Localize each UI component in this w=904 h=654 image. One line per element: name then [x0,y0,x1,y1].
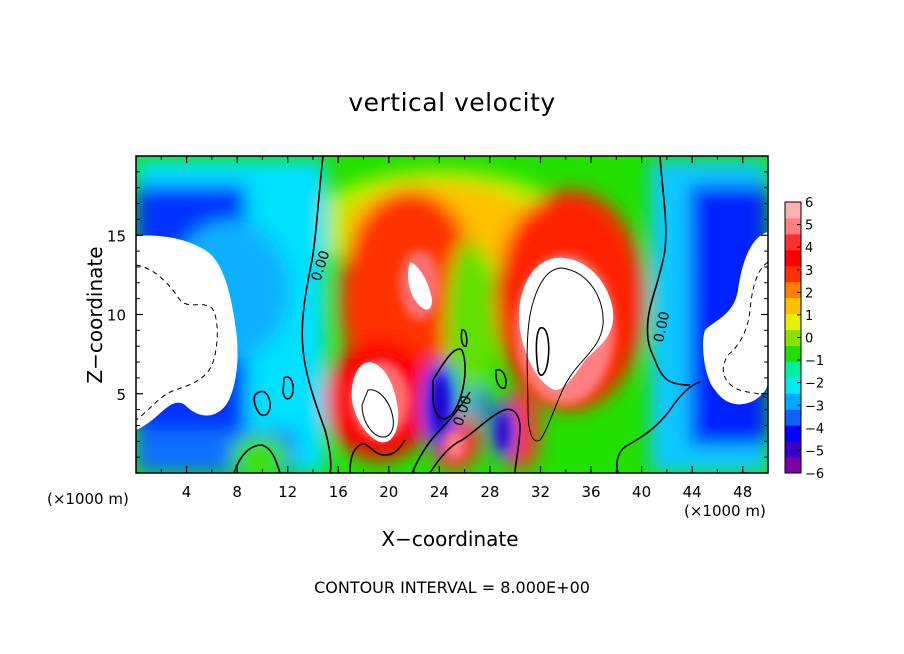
colorbar-label: 2 [805,286,813,301]
colorbar-segment [785,265,801,283]
colorbar-segment [785,329,801,346]
x-axis-label: X−coordinate [381,527,519,551]
y-axis-label: Z−coordinate [83,246,107,384]
y-tick-label: 5 [116,386,126,404]
x-tick-label: 32 [531,483,550,501]
colorbar-segment [785,393,801,410]
x-tick-label: 20 [379,483,398,501]
colorbar-segment [785,297,801,315]
colorbar-label: −2 [805,377,824,392]
colorbar-segment [785,345,801,362]
colorbar-segment [785,249,801,267]
colorbar-segment [785,441,801,458]
contour-lines [233,156,701,473]
white-region-right [703,232,768,405]
x-tick-label: 12 [278,483,297,501]
contour-label-3: 0.00 [651,310,673,344]
colorbar-label: 1 [805,309,813,324]
x-tick-label: 16 [329,483,348,501]
colorbar-label: −6 [805,467,824,482]
colorbar-segment [785,233,801,251]
colorbar-label: −3 [805,399,824,414]
colorbar-label: 5 [805,219,813,234]
colorbar-segment [785,377,801,394]
x-unit-label-right: (×1000 m) [684,502,766,520]
colorbar-label: −4 [805,422,824,437]
x-tick-label: 40 [632,483,651,501]
colorbar-segment [785,217,801,235]
colorbar-segment [785,457,801,474]
chart-title: vertical velocity [348,88,556,117]
colorbar-segment [785,425,801,442]
x-tick-label: 48 [733,483,752,501]
colorbar-label: 3 [805,264,813,279]
colorbar-segment [785,202,801,219]
x-tick-label: 36 [581,483,600,501]
y-tick-label: 15 [107,227,126,245]
colorbar-label: 0 [805,332,813,347]
colorbar-label: −5 [805,444,824,459]
white-region-left [136,235,238,430]
x-tick-label: 44 [683,483,702,501]
dashed-contours [136,261,768,421]
x-tick-label: 4 [182,483,192,501]
colorbar-segment [785,361,801,378]
white-region-center [519,257,614,390]
heatmap-field: 0.00 0.00 0.00 [136,156,768,473]
colorbar: 6 5 4 3 2 1 0 −1 −2 −3 −4 −5 −6 [784,196,824,482]
colorbar-segment [785,409,801,426]
colorbar-segment [785,281,801,299]
x-unit-label-left: (×1000 m) [47,490,129,508]
colorbar-label: 6 [805,196,813,211]
x-tick-label: 24 [430,483,449,501]
colorbar-label: −1 [805,354,824,369]
colorbar-segment [785,313,801,331]
colorbar-label: 4 [805,241,813,256]
y-tick-label: 10 [107,307,126,325]
contour-interval-note: CONTOUR INTERVAL = 8.000E+00 [314,578,590,597]
thin-contours [361,267,604,442]
x-tick-label: 28 [480,483,499,501]
x-tick-label: 8 [232,483,242,501]
